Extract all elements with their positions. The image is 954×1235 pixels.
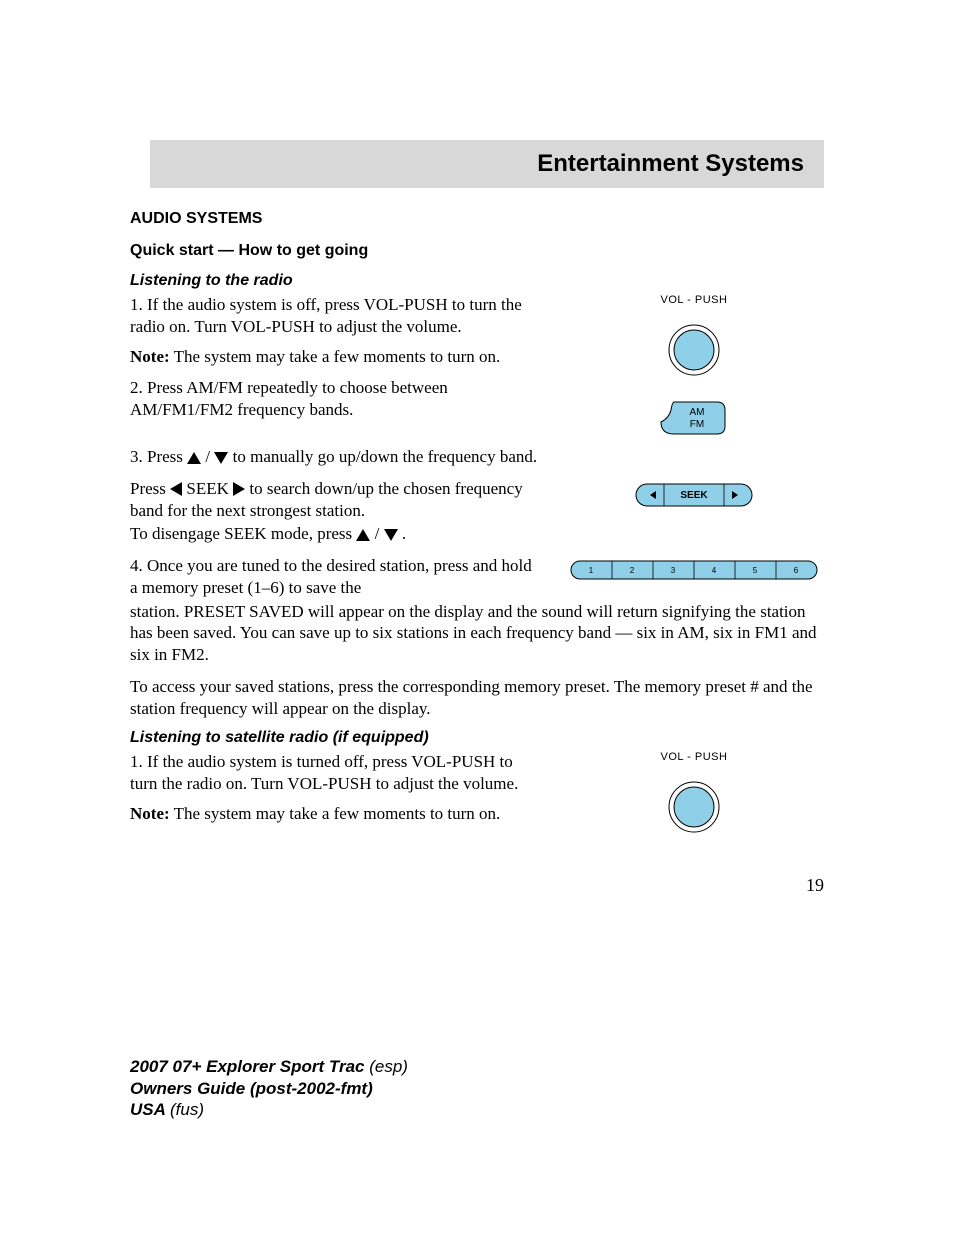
subsection-quickstart: Quick start — How to get going	[130, 242, 824, 260]
svg-text:3: 3	[671, 566, 676, 575]
seek-button-icon: SEEK	[634, 482, 754, 508]
up-arrow-icon-2	[356, 529, 370, 541]
footer-l3-ital: (fus)	[170, 1100, 204, 1119]
seek-mid: SEEK	[186, 479, 233, 498]
note-text: The system may take a few moments to tur…	[170, 347, 501, 366]
vol-knob-icon	[664, 322, 724, 378]
disengage-pre: To disengage SEEK mode, press	[130, 524, 356, 543]
amfm-button-icon: AM FM	[659, 400, 729, 436]
radio-step4-lead: 4. Once you are tuned to the desired sta…	[130, 555, 534, 599]
radio-step3: 3. Press / to manually go up/down the fr…	[130, 446, 824, 468]
down-arrow-icon	[214, 452, 228, 464]
sat-note-label: Note:	[130, 804, 170, 823]
step3-pre: 3. Press	[130, 447, 187, 466]
footer-l3-bold: USA	[130, 1100, 170, 1119]
radio-step4-rest: station. PRESET SAVED will appear on the…	[130, 601, 824, 666]
page-number: 19	[130, 875, 824, 896]
footer-l1-bold: 2007 07+ Explorer Sport Trac	[130, 1057, 369, 1076]
header-bar: Entertainment Systems	[150, 140, 824, 188]
disengage-post: .	[402, 524, 406, 543]
sat-step1: 1. If the audio system is turned off, pr…	[130, 751, 534, 795]
radio-note: Note: The system may take a few moments …	[130, 346, 534, 368]
svg-text:1: 1	[589, 566, 594, 575]
radio-access: To access your saved stations, press the…	[130, 676, 824, 720]
heading-satellite: Listening to satellite radio (if equippe…	[130, 729, 824, 747]
disengage-paragraph: To disengage SEEK mode, press / .	[130, 523, 534, 545]
svg-text:6: 6	[794, 566, 799, 575]
svg-text:5: 5	[753, 566, 758, 575]
svg-text:4: 4	[712, 566, 717, 575]
sat-note-text: The system may take a few moments to tur…	[170, 804, 501, 823]
amfm-line1: AM	[690, 407, 705, 418]
page-title: Entertainment Systems	[170, 150, 804, 178]
footer: 2007 07+ Explorer Sport Trac (esp) Owner…	[130, 1056, 408, 1120]
svg-text:2: 2	[630, 566, 635, 575]
right-arrow-icon	[233, 482, 245, 496]
section-heading-audio: AUDIO SYSTEMS	[130, 210, 824, 228]
sat-note: Note: The system may take a few moments …	[130, 803, 534, 825]
vol-knob-icon-2	[664, 779, 724, 835]
vol-push-label: VOL - PUSH	[661, 294, 728, 306]
radio-step2: 2. Press AM/FM repeatedly to choose betw…	[130, 377, 534, 421]
vol-push-label-2: VOL - PUSH	[661, 751, 728, 763]
amfm-line2: FM	[690, 419, 704, 430]
seek-label: SEEK	[680, 490, 708, 501]
seek-pre: Press	[130, 479, 170, 498]
step3-post: to manually go up/down the frequency ban…	[233, 447, 538, 466]
left-arrow-icon	[170, 482, 182, 496]
up-arrow-icon	[187, 452, 201, 464]
note-label: Note:	[130, 347, 170, 366]
footer-l1-ital: (esp)	[369, 1057, 408, 1076]
heading-listening-radio: Listening to the radio	[130, 272, 824, 290]
preset-buttons-icon: 1 2 3 4 5 6	[569, 559, 819, 581]
footer-l2-bold: Owners Guide (post-2002-fmt)	[130, 1079, 373, 1098]
seek-paragraph: Press SEEK to search down/up the chosen …	[130, 478, 534, 522]
down-arrow-icon-2	[384, 529, 398, 541]
radio-step1: 1. If the audio system is off, press VOL…	[130, 294, 534, 338]
